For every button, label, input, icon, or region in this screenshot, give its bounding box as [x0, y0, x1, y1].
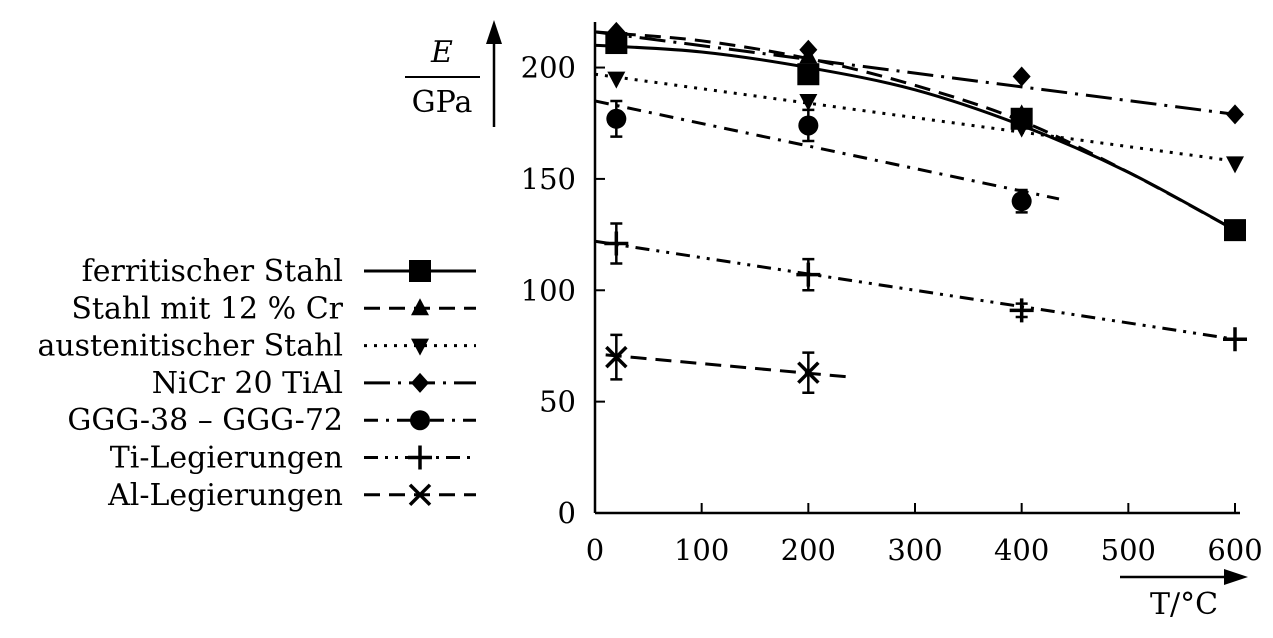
legend-marker — [411, 298, 429, 316]
legend-entry: austenitischer Stahl — [37, 329, 476, 364]
data-point — [799, 39, 818, 60]
data-point — [607, 21, 626, 42]
legend-label: ferritischer Stahl — [82, 254, 343, 289]
legend-entry: Ti-Legierungen — [110, 441, 476, 476]
series-line-5 — [594, 239, 1236, 341]
data-point — [606, 108, 627, 129]
y-axis-arrow-head — [486, 20, 502, 44]
x-axis-label: T/°C — [1150, 587, 1218, 622]
y-axis-label-denominator: GPa — [412, 85, 473, 120]
legend-label: NiCr 20 TiAl — [152, 366, 343, 401]
series-markers — [604, 21, 1247, 394]
legend-marker — [410, 410, 430, 431]
y-tick-label: 50 — [539, 385, 576, 419]
series-line-2 — [594, 72, 1236, 163]
data-point — [799, 93, 818, 111]
legend-marker — [409, 260, 431, 282]
y-axis-label-numerator: E — [430, 35, 453, 70]
legend-label: Stahl mit 12 % Cr — [71, 291, 343, 326]
legend-marker — [408, 445, 432, 470]
y-tick-label: 200 — [521, 51, 576, 85]
series-line-4 — [594, 99, 1060, 201]
legend-entry: Stahl mit 12 % Cr — [71, 291, 476, 326]
plot-area: 0 100 200 300 400 500 600 0 50 100 150 200 — [521, 21, 1263, 567]
data-point — [1224, 219, 1246, 242]
axis-ticks: 0 100 200 300 400 500 600 0 50 100 150 200 — [521, 51, 1263, 567]
x-axis-title: T/°C — [1120, 569, 1248, 622]
data-point — [797, 63, 820, 86]
x-axis-arrow-head — [1224, 569, 1248, 585]
legend-marker — [411, 372, 429, 393]
data-point — [607, 71, 626, 89]
series-lines — [594, 30, 1236, 379]
y-tick-label: 0 — [558, 496, 576, 530]
data-point — [796, 262, 821, 287]
legend-label: austenitischer Stahl — [37, 329, 343, 364]
data-point — [798, 115, 819, 136]
legend-label: Al-Legierungen — [107, 478, 343, 513]
series-line-1 — [594, 30, 1236, 232]
data-point — [1012, 120, 1031, 138]
data-point — [1011, 191, 1032, 212]
legend-label: Ti-Legierungen — [110, 441, 343, 476]
x-tick-label: 600 — [1207, 533, 1262, 567]
data-point — [1012, 66, 1031, 87]
y-tick-label: 100 — [521, 273, 576, 307]
data-point — [797, 361, 820, 384]
y-axis-title: E GPa — [405, 20, 502, 127]
legend-entry: Al-Legierungen — [107, 478, 476, 513]
data-point — [1012, 104, 1031, 122]
x-tick-label: 100 — [674, 533, 729, 567]
x-tick-label: 500 — [1101, 533, 1156, 567]
x-tick-label: 0 — [586, 533, 604, 567]
data-point — [1226, 104, 1244, 125]
data-point — [1009, 298, 1034, 323]
legend-entry: GGG-38 – GGG-72 — [67, 403, 476, 438]
legend-marker — [411, 338, 429, 356]
legend-label: GGG-38 – GGG-72 — [67, 403, 343, 438]
data-point — [1226, 156, 1244, 174]
data-point — [604, 231, 629, 256]
data-point — [1223, 327, 1247, 352]
y-tick-label: 150 — [521, 162, 576, 196]
series-line-3 — [594, 30, 1236, 116]
legend-entry: NiCr 20 TiAl — [152, 366, 476, 401]
data-point — [605, 345, 628, 369]
legend-marker — [408, 483, 432, 507]
x-tick-label: 400 — [994, 533, 1049, 567]
legend-entry: ferritischer Stahl — [82, 254, 476, 289]
x-tick-label: 300 — [887, 533, 942, 567]
x-tick-label: 200 — [781, 533, 836, 567]
